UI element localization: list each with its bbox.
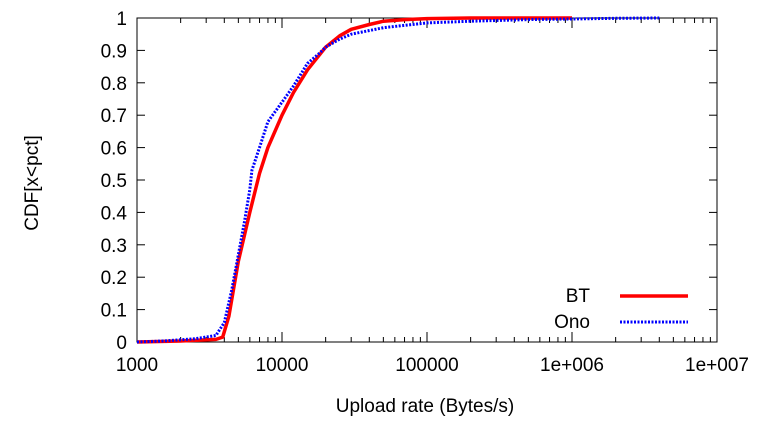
y-tick-label: 0.1 [101, 301, 127, 322]
y-tick-label: 0.2 [101, 268, 127, 289]
y-tick-label: 0.6 [101, 139, 127, 160]
y-axis: 0 0.1 0.2 0.3 0.4 0.5 0.6 0.7 0.8 0.9 1 [101, 9, 717, 354]
series-line-ono [136, 16, 660, 344]
plot-border [136, 17, 718, 343]
x-tick-label: 1e+006 [540, 355, 604, 376]
legend-label-ono: Ono [554, 312, 590, 333]
series-line-bt [136, 16, 572, 344]
y-tick-label: 0.8 [101, 74, 127, 95]
x-tick-label: 100000 [395, 355, 458, 376]
y-tick-label: 0.4 [101, 203, 128, 224]
x-axis-title: Upload rate (Bytes/s) [336, 396, 514, 417]
y-tick-label: 1 [116, 9, 127, 30]
y-tick-label: 0.3 [101, 236, 127, 257]
y-tick-label: 0.5 [101, 171, 127, 192]
y-axis-title: CDF[x<pct] [22, 135, 43, 231]
x-tick-label: 10000 [256, 355, 309, 376]
y-tick-label: 0.7 [101, 106, 127, 127]
x-axis: 1000 10000 100000 1e+006 1e+007 [116, 18, 749, 376]
x-tick-label: 1e+007 [685, 355, 749, 376]
y-tick-label: 0 [116, 333, 127, 354]
series-lines [136, 16, 660, 344]
plot-frame [136, 17, 718, 343]
legend: BT Ono [554, 286, 688, 333]
legend-label-bt: BT [566, 286, 591, 307]
x-tick-label: 1000 [116, 355, 158, 376]
y-tick-label: 0.9 [101, 41, 127, 62]
